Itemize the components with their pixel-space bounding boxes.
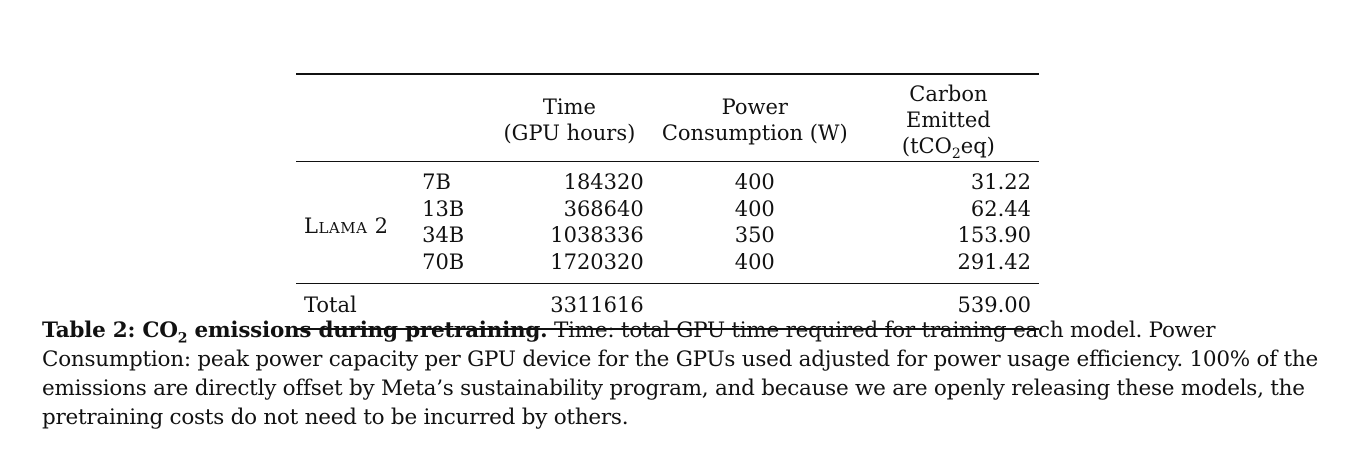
emissions-table-container: Time (GPU hours) Power Consumption (W) C…: [296, 73, 1039, 330]
row-size: 13B: [422, 196, 465, 221]
header-time: Time (GPU hours): [487, 74, 652, 162]
header-carbon-line1: Carbon Emitted: [906, 82, 991, 132]
header-empty-size: [414, 74, 487, 162]
total-time: 3311616: [487, 283, 652, 330]
caption-label: Table 2:: [42, 318, 136, 343]
row-carbon: 153.90: [957, 223, 1031, 248]
header-carbon-line2: (tCO2eq): [866, 133, 1031, 163]
header-carbon-prefix: (tCO: [901, 134, 952, 158]
table-row: 13B 368640 400 62.44: [296, 196, 1039, 223]
caption-title: Table 2: CO2 emissions during pretrainin…: [42, 318, 548, 347]
row-time: 1038336: [550, 223, 644, 248]
row-size: 34B: [422, 223, 465, 248]
total-label: Total: [296, 283, 488, 330]
header-power-line1: Power: [721, 95, 788, 119]
model-name-cell: Llama 2: [296, 161, 415, 284]
row-power: 400: [734, 249, 775, 274]
emissions-table: Time (GPU hours) Power Consumption (W) C…: [296, 73, 1039, 330]
row-time: 368640: [563, 196, 644, 221]
header-carbon-suffix: eq): [960, 134, 995, 158]
row-time: 1720320: [550, 249, 644, 274]
caption-title-sub: 2: [177, 330, 188, 347]
caption-text: Time: total GPU time required for traini…: [42, 318, 1318, 430]
row-carbon: 291.42: [957, 249, 1031, 274]
row-power: 350: [734, 223, 775, 248]
row-size: 7B: [414, 161, 488, 196]
row-carbon: 31.22: [857, 161, 1039, 196]
caption-title-suffix: emissions during pretraining.: [194, 318, 548, 343]
row-size: 70B: [422, 249, 465, 274]
row-power: 400: [651, 161, 858, 196]
header-power: Power Consumption (W): [652, 74, 858, 162]
table-header-row: Time (GPU hours) Power Consumption (W) C…: [296, 74, 1039, 162]
table-caption: Table 2: CO2 emissions during pretrainin…: [42, 316, 1332, 432]
row-power: 400: [734, 196, 775, 221]
header-power-line2: Consumption (W): [661, 121, 848, 145]
header-time-line1: Time: [542, 95, 596, 119]
total-carbon: 539.00: [857, 283, 1039, 330]
total-power: [651, 283, 858, 330]
header-carbon: Carbon Emitted (tCO2eq): [858, 74, 1039, 162]
total-row: Total 3311616 539.00: [296, 283, 1039, 330]
table-row: 34B 1038336 350 153.90: [296, 222, 1039, 249]
row-carbon: 62.44: [970, 196, 1031, 221]
row-time: 184320: [487, 161, 652, 196]
table-row: Llama 2 7B 184320 400 31.22: [296, 161, 1039, 284]
header-carbon-sub: 2: [951, 146, 961, 163]
header-time-line2: (GPU hours): [503, 121, 636, 145]
caption-title-prefix: CO: [142, 318, 178, 343]
header-empty-model: [296, 74, 414, 162]
table-row: 70B 1720320 400 291.42: [296, 249, 1039, 284]
